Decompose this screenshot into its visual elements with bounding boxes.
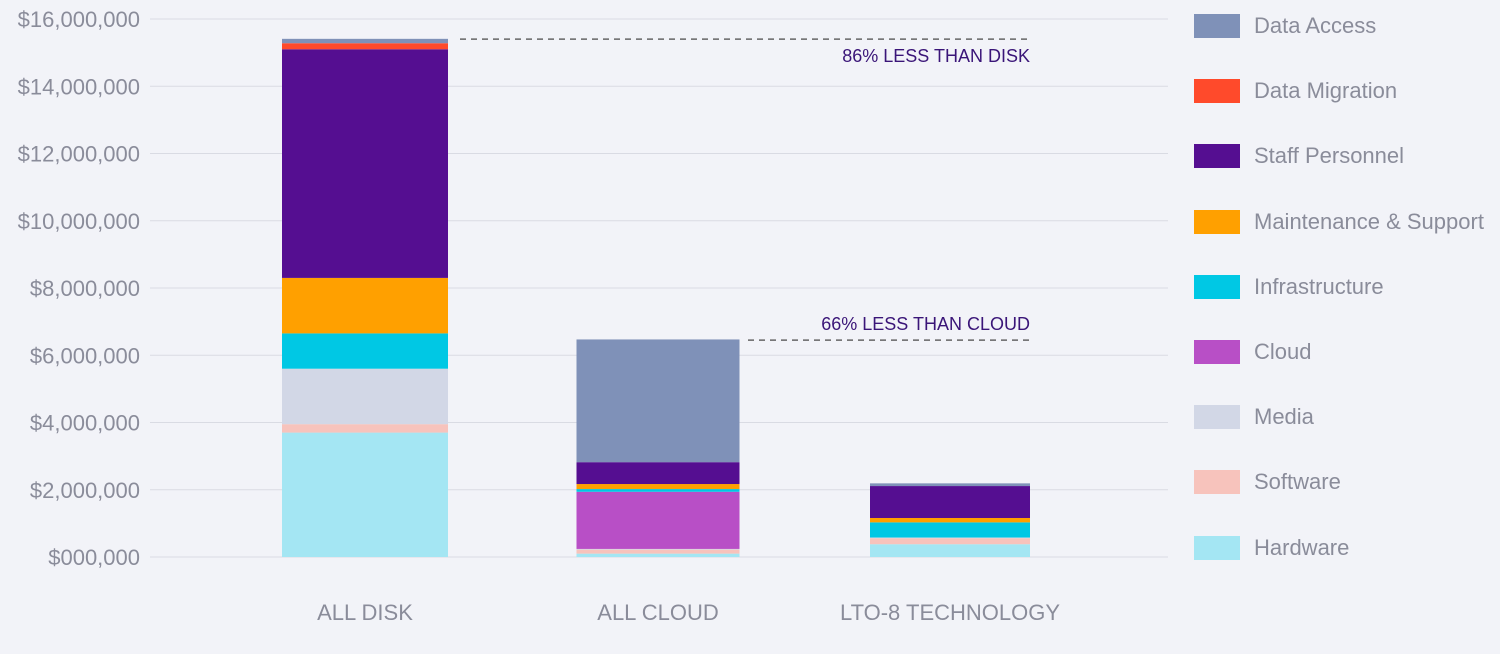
legend-swatch <box>1194 209 1240 234</box>
y-tick-label: $8,000,000 <box>30 276 140 301</box>
legend-swatch <box>1194 405 1240 430</box>
legend-item: Staff Personnel <box>1194 141 1404 171</box>
bar-segment <box>870 522 1030 538</box>
bar-segment <box>576 549 740 554</box>
bar-segment <box>576 553 740 557</box>
bar-segment <box>870 486 1030 518</box>
bars <box>282 38 1030 557</box>
legend-swatch <box>1194 470 1240 495</box>
legend-swatch <box>1194 14 1240 38</box>
annotation-text: 86% LESS THAN DISK <box>842 46 1030 66</box>
y-tick-label: $12,000,000 <box>18 142 140 167</box>
x-axis-categories: ALL DISK ALL CLOUD LTO-8 TECHNOLOGY <box>317 600 1060 625</box>
x-category-label: ALL CLOUD <box>597 600 718 625</box>
bar-segment <box>282 49 448 278</box>
bar-segment <box>282 432 448 557</box>
bar-segment <box>282 368 448 425</box>
bar-segment <box>576 489 740 492</box>
legend-label: Maintenance & Support <box>1254 208 1484 234</box>
legend-label: Hardware <box>1254 534 1350 560</box>
bar-segment <box>870 517 1030 523</box>
stacked-bar-chart: $000,000 $2,000,000 $4,000,000 $6,000,000 $8… <box>18 7 1168 625</box>
legend-label: Data Migration <box>1254 78 1398 104</box>
legend-swatch <box>1194 340 1240 364</box>
bar-segment <box>576 484 740 490</box>
legend-item: Maintenance & Support <box>1194 207 1484 237</box>
y-tick-label: $000,000 <box>48 545 140 570</box>
legend-item: Infrastructure <box>1194 272 1384 302</box>
bar-segment <box>576 548 740 550</box>
x-category-label: ALL DISK <box>317 600 413 625</box>
legend-item: Media <box>1194 402 1314 432</box>
legend-label: Cloud <box>1254 339 1312 364</box>
legend-label: Infrastructure <box>1254 273 1384 299</box>
legend-item: Data Migration <box>1194 76 1397 106</box>
y-tick-label: $4,000,000 <box>30 411 140 436</box>
y-tick-label: $10,000,000 <box>18 209 140 234</box>
bar-segment <box>576 491 740 549</box>
bar-segment <box>576 339 740 463</box>
legend-swatch <box>1194 274 1240 299</box>
legend-item: Software <box>1194 467 1341 497</box>
y-tick-label: $6,000,000 <box>30 343 140 368</box>
x-category-label: LTO-8 TECHNOLOGY <box>840 600 1060 625</box>
bar-segment <box>282 277 448 334</box>
legend-item: Cloud <box>1194 337 1311 367</box>
y-tick-label: $14,000,000 <box>18 74 140 99</box>
bar-segment <box>870 544 1030 557</box>
bar-segment <box>282 424 448 433</box>
y-axis-ticks: $000,000 $2,000,000 $4,000,000 $6,000,000 $8… <box>18 7 140 570</box>
legend-swatch <box>1194 535 1240 560</box>
y-tick-label: $16,000,000 <box>18 7 140 32</box>
legend-item: Data Access <box>1194 11 1376 41</box>
y-tick-label: $2,000,000 <box>30 478 140 503</box>
bar-segment <box>870 538 1030 545</box>
bar-segment <box>282 333 448 369</box>
bar-segment <box>282 43 448 50</box>
legend-swatch <box>1194 79 1240 104</box>
legend-label: Software <box>1254 469 1341 495</box>
annotation-text: 66% LESS THAN CLOUD <box>821 314 1030 334</box>
bar-segment <box>870 483 1030 487</box>
legend: Data Access Data Migration Staff Personnel… <box>1194 0 1500 600</box>
bar-segment <box>282 38 448 44</box>
legend-swatch <box>1194 144 1240 169</box>
bar-segment <box>576 462 740 485</box>
legend-label: Media <box>1254 404 1314 430</box>
bar-segment <box>870 537 1030 539</box>
legend-label: Data Access <box>1254 13 1377 38</box>
legend-item: Hardware <box>1194 533 1349 563</box>
annotations: 86% LESS THAN DISK 66% LESS THAN CLOUD <box>460 38 1030 341</box>
legend-label: Staff Personnel <box>1254 143 1405 169</box>
